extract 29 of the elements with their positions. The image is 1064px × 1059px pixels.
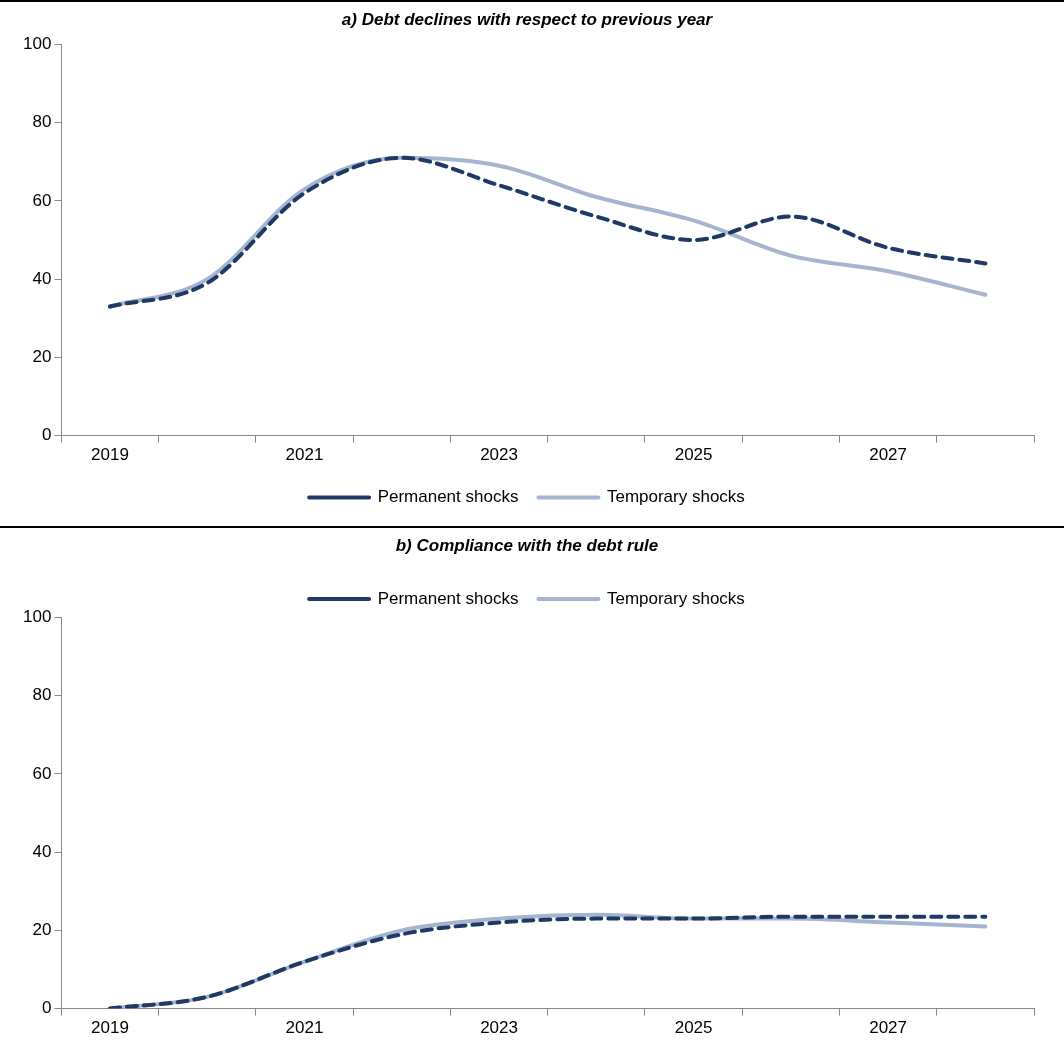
x-tick-label: 2025 <box>674 1018 713 1038</box>
x-tick-label: 2021 <box>285 445 324 465</box>
chart-title: b) Compliance with the debt rule <box>395 535 659 555</box>
x-tick-label: 2023 <box>480 445 518 465</box>
y-tick-label: 60 <box>32 190 52 210</box>
line-series <box>108 155 988 309</box>
y-tick-label: 80 <box>32 112 52 132</box>
y-tick-label: 100 <box>22 607 52 627</box>
y-tick-label: 20 <box>32 920 52 940</box>
y-tick-label: 40 <box>32 841 52 861</box>
x-tick-label: 2023 <box>480 1018 518 1038</box>
x-tick-label: 2025 <box>674 445 713 465</box>
legend-label: Permanent shocks <box>377 487 519 507</box>
chart-title: a) Debt declines with respect to previous year <box>341 9 714 29</box>
x-tick-label: 2019 <box>91 445 129 465</box>
x-tick-label: 2019 <box>91 1018 129 1038</box>
y-tick-label: 0 <box>41 425 52 445</box>
legend-label: Temporary shocks <box>606 588 745 608</box>
y-tick-label: 60 <box>32 763 52 783</box>
x-tick-label: 2027 <box>869 1018 908 1038</box>
y-tick-label: 100 <box>22 34 52 54</box>
legend-label: Permanent shocks <box>377 588 519 608</box>
legend-label: Temporary shocks <box>606 487 745 507</box>
x-tick-label: 2021 <box>285 1018 324 1038</box>
y-tick-label: 0 <box>41 998 52 1018</box>
y-tick-label: 40 <box>32 268 52 288</box>
y-tick-label: 80 <box>32 685 52 705</box>
x-tick-label: 2027 <box>869 445 908 465</box>
y-tick-label: 20 <box>32 347 52 367</box>
